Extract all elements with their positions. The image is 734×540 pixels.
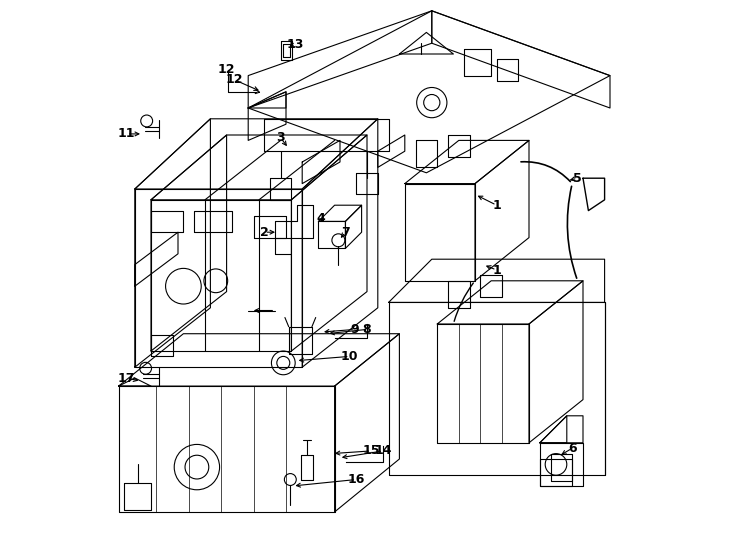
Text: 9: 9 [351, 323, 360, 336]
Text: 14: 14 [374, 444, 392, 457]
Text: 8: 8 [363, 323, 371, 336]
Text: 5: 5 [573, 172, 582, 185]
Text: 1: 1 [493, 199, 501, 212]
Text: 13: 13 [287, 38, 305, 51]
Text: 17: 17 [118, 372, 136, 384]
Text: 2: 2 [260, 226, 269, 239]
Text: 7: 7 [341, 226, 350, 239]
Text: 15: 15 [363, 444, 380, 457]
Text: 12: 12 [218, 63, 236, 76]
Text: 4: 4 [317, 212, 325, 225]
Text: 10: 10 [341, 350, 358, 363]
Text: 12: 12 [226, 73, 244, 86]
Text: 16: 16 [347, 473, 365, 486]
Text: 1: 1 [493, 264, 501, 276]
Text: 11: 11 [118, 127, 136, 140]
Text: 6: 6 [568, 442, 576, 455]
Text: 3: 3 [276, 131, 285, 144]
